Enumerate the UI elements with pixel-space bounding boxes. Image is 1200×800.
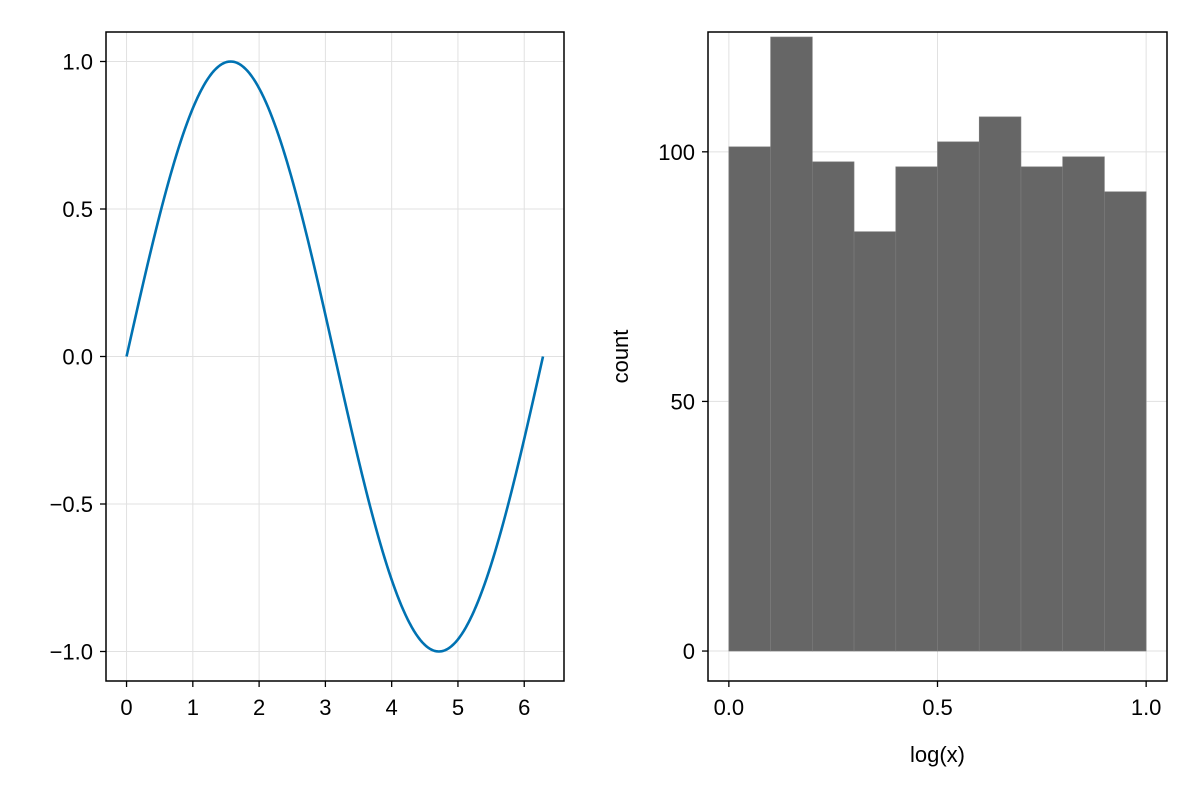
histogram-bar <box>728 146 771 652</box>
ticks: 0 1 2 3 4 5 6 −1.0 −0.5 0.0 0.5 1.0 <box>50 50 531 721</box>
histogram-bar <box>1020 166 1063 652</box>
histogram-bar <box>1062 156 1105 652</box>
histogram-plot: 0.0 0.5 1.0 0 50 100 log(x) count <box>608 31 1168 767</box>
x-tick-label: 0 <box>120 695 132 720</box>
x-tick-label: 2 <box>253 695 265 720</box>
y-tick-label: 1.0 <box>62 50 93 75</box>
x-tick-label: 1.0 <box>1131 695 1162 720</box>
y-tick-label: −1.0 <box>50 640 93 665</box>
y-tick-label: −0.5 <box>50 492 93 517</box>
x-axis-label: log(x) <box>910 742 965 767</box>
histogram-bar <box>770 36 813 652</box>
histogram-bar <box>1104 191 1147 652</box>
y-tick-label: 0.0 <box>62 345 93 370</box>
series-line-sin <box>125 60 545 653</box>
histogram-bar <box>895 166 938 652</box>
histogram-bar <box>978 116 1022 652</box>
y-tick-label: 100 <box>658 140 695 165</box>
histogram-bar <box>853 231 897 652</box>
y-tick-label: 0.5 <box>62 197 93 222</box>
x-tick-label: 6 <box>518 695 530 720</box>
x-tick-label: 4 <box>386 695 398 720</box>
histogram-bar <box>937 141 980 652</box>
sine-line-plot: 0 1 2 3 4 5 6 −1.0 −0.5 0.0 0.5 1.0 <box>50 31 565 721</box>
x-tick-label: 5 <box>452 695 464 720</box>
x-tick-label: 3 <box>319 695 331 720</box>
y-tick-label: 0 <box>683 639 695 664</box>
histogram-bars <box>728 36 1147 652</box>
x-tick-label: 0.0 <box>714 695 745 720</box>
y-tick-label: 50 <box>671 389 695 414</box>
x-tick-label: 1 <box>187 695 199 720</box>
grid <box>106 32 564 681</box>
histogram-bar <box>812 161 855 652</box>
ticks: 0.0 0.5 1.0 0 50 100 <box>658 140 1161 720</box>
x-tick-label: 0.5 <box>922 695 953 720</box>
y-axis-label: count <box>608 330 633 384</box>
